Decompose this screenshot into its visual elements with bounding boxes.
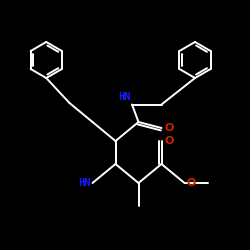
Text: O: O [164, 123, 174, 133]
Text: HN: HN [118, 92, 131, 102]
Text: O: O [164, 136, 174, 146]
Text: HN: HN [78, 178, 90, 188]
Text: O: O [186, 178, 196, 188]
